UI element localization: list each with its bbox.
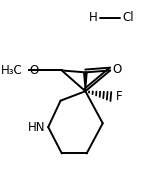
Text: H₃C: H₃C [0, 64, 22, 77]
Text: O: O [112, 63, 121, 76]
Text: Cl: Cl [123, 11, 134, 24]
Text: HN: HN [28, 121, 46, 134]
Text: H: H [89, 11, 98, 24]
Text: O: O [30, 64, 39, 77]
Text: F: F [116, 90, 123, 103]
Polygon shape [84, 72, 87, 91]
